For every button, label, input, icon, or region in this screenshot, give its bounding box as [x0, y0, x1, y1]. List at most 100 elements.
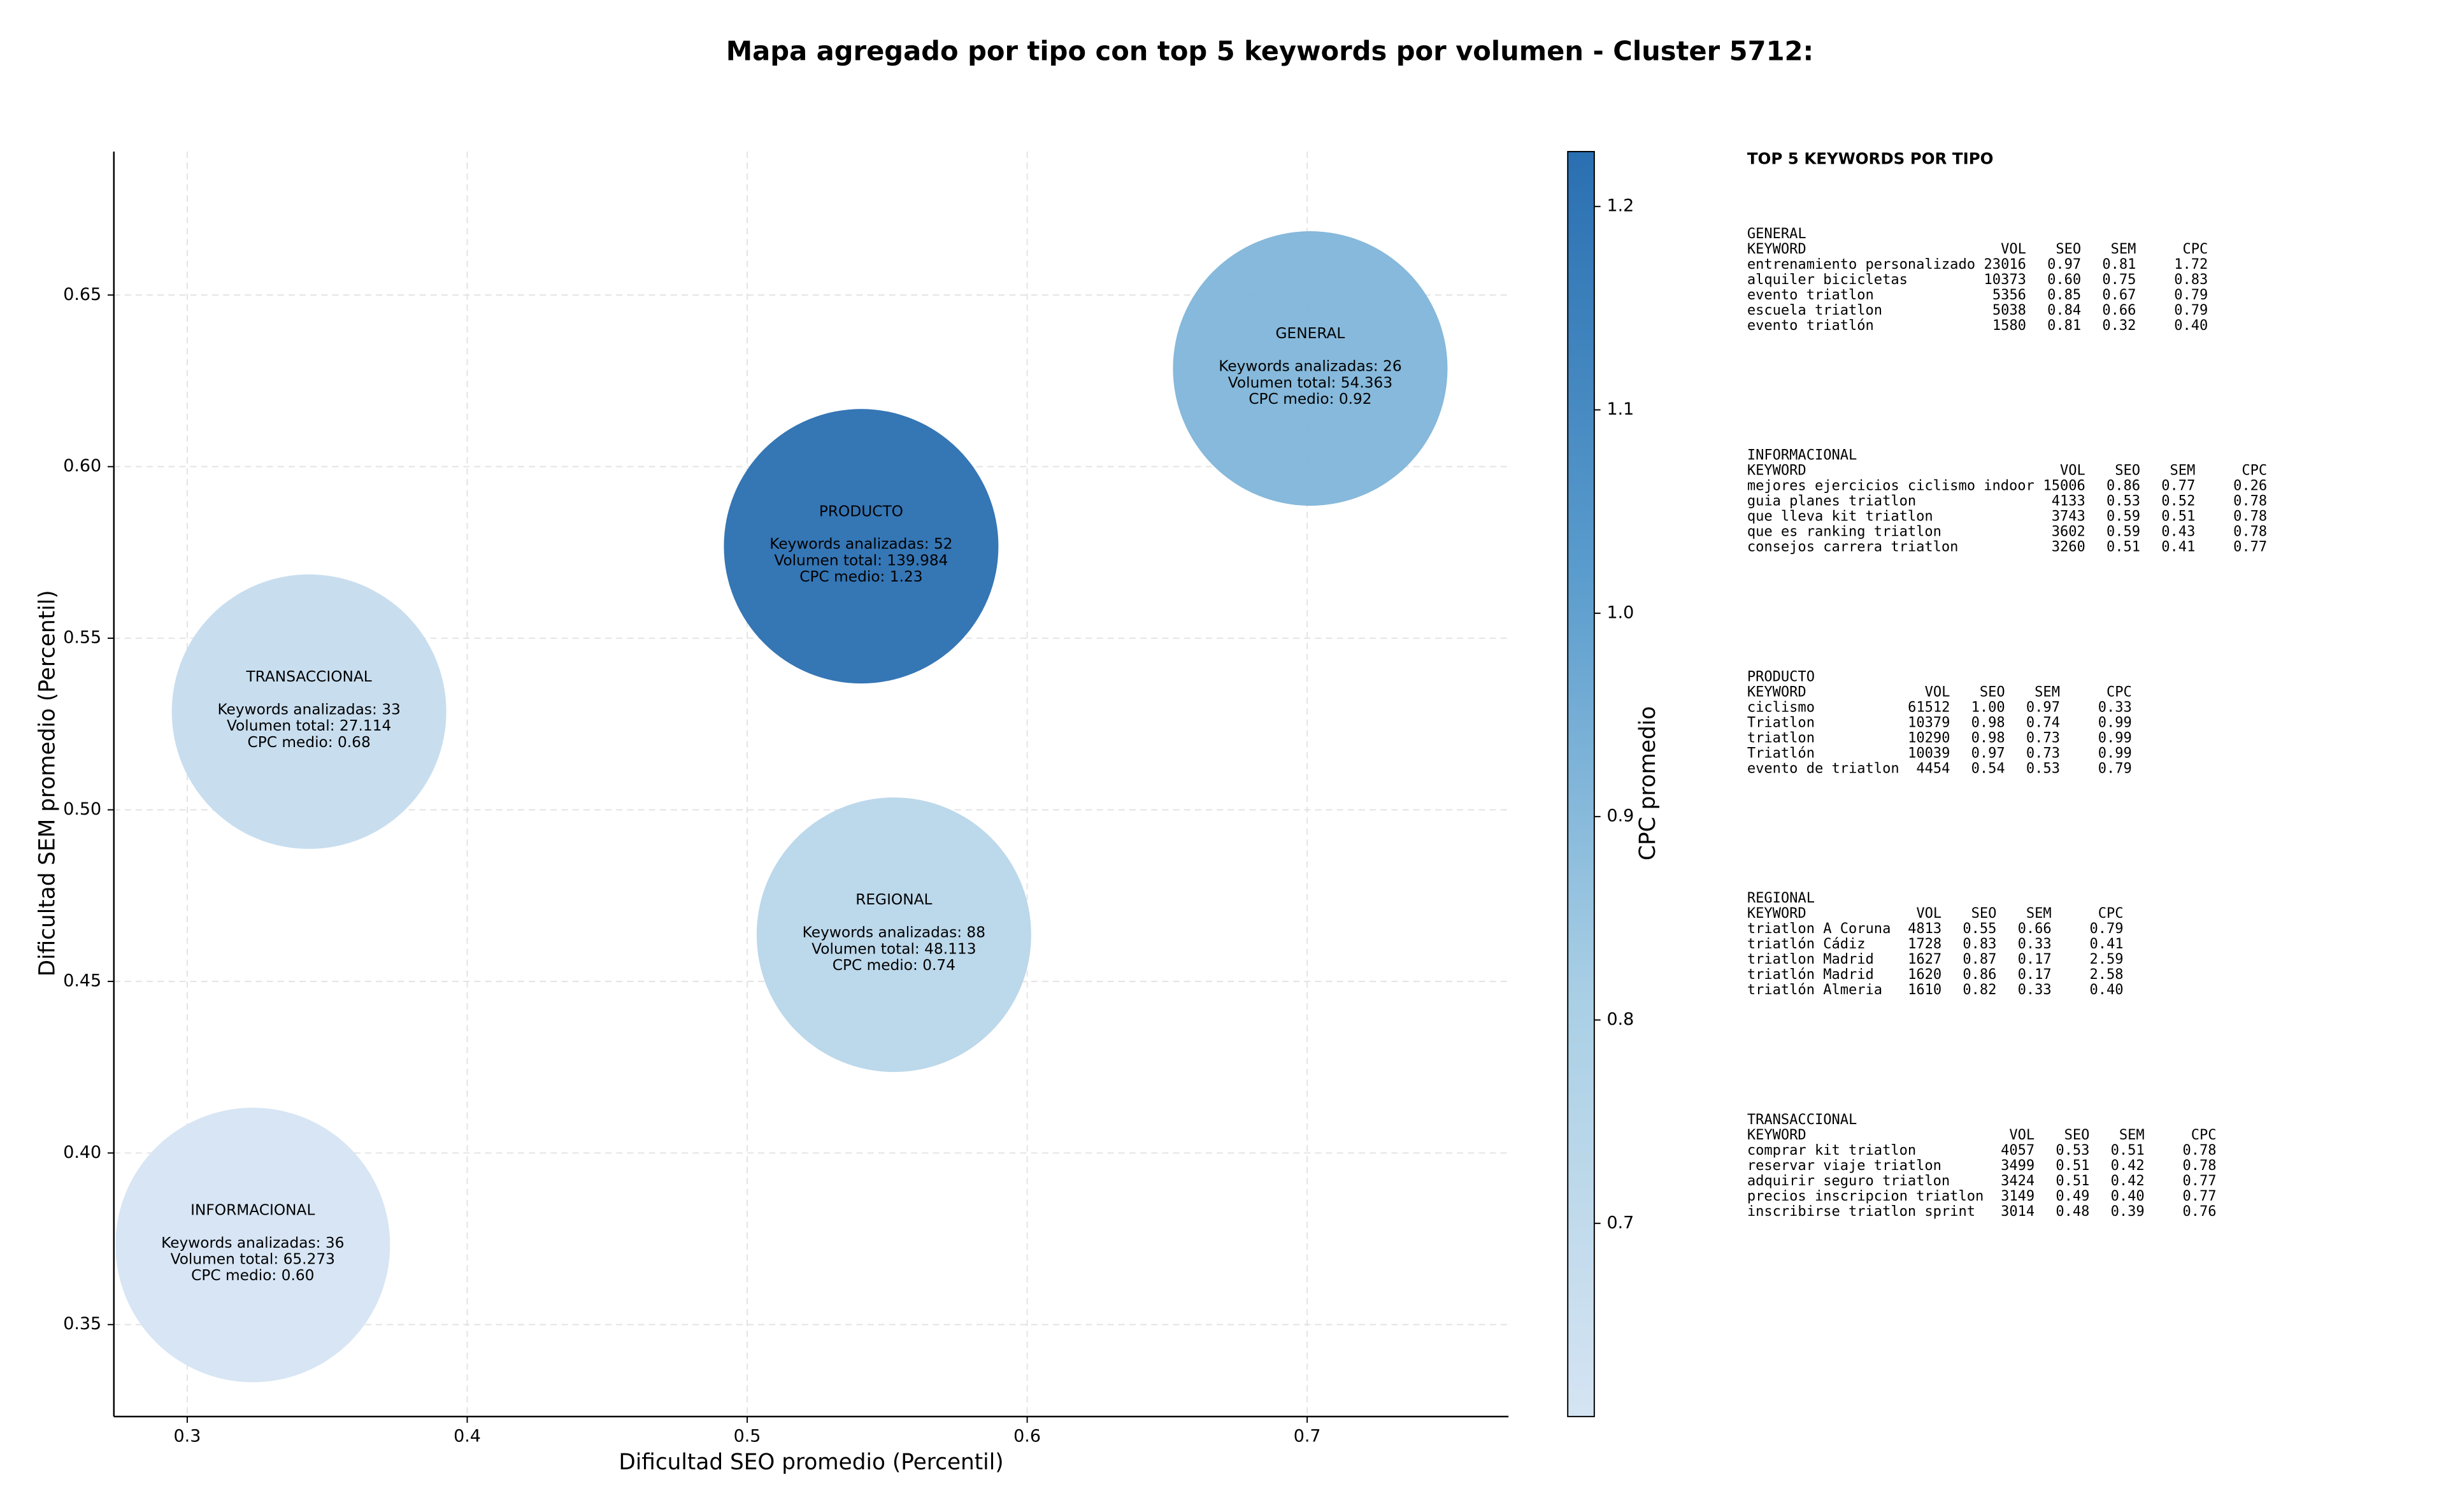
table-cell: 0.39 — [2111, 1204, 2145, 1220]
table-cell: 0.81 — [2102, 257, 2136, 273]
column-header: CPC — [2106, 684, 2132, 700]
y-tick-label: 0.40 — [63, 1143, 101, 1162]
table-cell: 0.59 — [2106, 509, 2140, 525]
x-tick-label: 0.4 — [454, 1426, 481, 1446]
bubble-annotation: Keywords analizadas: 26 — [1219, 358, 1401, 375]
column-header: SEM — [2111, 241, 2136, 257]
table-cell: 0.75 — [2102, 272, 2136, 288]
table-cell: entrenamiento personalizado — [1747, 257, 1975, 273]
table-cell: 0.97 — [2026, 699, 2060, 715]
bubble — [1173, 231, 1448, 506]
bubble-annotation: Volumen total: 65.273 — [171, 1250, 335, 1267]
table-cell: 0.54 — [1971, 760, 2005, 776]
table-cell: 2.58 — [2089, 967, 2123, 983]
bubble-annotation: CPC medio: 1.23 — [799, 568, 922, 585]
table-cell: 3602 — [2052, 524, 2085, 540]
column-header: VOL — [1916, 906, 1942, 922]
table-cell: 0.26 — [2233, 478, 2267, 494]
table-cell: consejos carrera triatlon — [1747, 539, 1959, 555]
table-cell: 0.32 — [2102, 318, 2136, 334]
colorbar-tick-label: 0.8 — [1606, 1009, 1634, 1029]
y-tick-label: 0.45 — [63, 971, 101, 990]
bubble — [115, 1108, 390, 1383]
table-cell: 0.99 — [2098, 715, 2132, 731]
table-cell: 0.82 — [1963, 982, 1996, 998]
table-cell: 0.42 — [2111, 1158, 2145, 1174]
y-tick-label: 0.60 — [63, 456, 101, 476]
table-cell: alquiler bicicletas — [1747, 272, 1908, 288]
table-cell: 0.51 — [2161, 509, 2195, 525]
column-header: VOL — [2009, 1127, 2035, 1143]
table-cell: 0.55 — [1963, 921, 1996, 937]
table-cell: 0.73 — [2026, 745, 2060, 761]
table-cell: 0.77 — [2182, 1173, 2216, 1189]
table-cell: 0.33 — [2098, 699, 2132, 715]
section-title: GENERAL — [1747, 226, 1806, 242]
table-cell: 1728 — [1908, 936, 1942, 952]
bubble — [724, 409, 999, 684]
table-cell: mejores ejercicios ciclismo indoor — [1747, 478, 2035, 494]
table-cell: 0.98 — [1971, 715, 2005, 731]
table-cell: 0.17 — [2018, 967, 2052, 983]
column-header: VOL — [2001, 241, 2026, 257]
table-cell: guia planes triatlon — [1747, 494, 1916, 510]
table-cell: 0.66 — [2102, 303, 2136, 318]
bubble-annotation: Volumen total: 27.114 — [227, 717, 391, 734]
colorbar-tick-label: 0.9 — [1606, 806, 1634, 826]
bubble-annotation: CPC medio: 0.92 — [1248, 390, 1371, 408]
table-cell: 0.49 — [2056, 1188, 2089, 1204]
section-title: INFORMACIONAL — [1747, 448, 1857, 464]
x-tick-label: 0.6 — [1013, 1426, 1041, 1446]
table-cell: adquirir seguro triatlon — [1747, 1173, 1950, 1189]
table-cell: 0.84 — [2047, 303, 2081, 318]
table-cell: evento triatlon — [1747, 287, 1874, 303]
table-cell: 0.33 — [2018, 982, 2052, 998]
table-cell: 0.43 — [2161, 524, 2195, 540]
table-cell: 0.51 — [2056, 1158, 2089, 1174]
column-header: KEYWORD — [1747, 463, 1806, 479]
table-cell: 4813 — [1908, 921, 1942, 937]
table-cell: 3424 — [2001, 1173, 2035, 1189]
table-cell: 0.53 — [2106, 494, 2140, 510]
table-cell: 0.79 — [2174, 287, 2208, 303]
table-cell: 23016 — [1984, 257, 2026, 273]
y-axis-label: Dificultad SEM promedio (Percentil) — [34, 590, 60, 976]
table-cell: 0.51 — [2056, 1173, 2089, 1189]
table-cell: 0.40 — [2174, 318, 2208, 334]
table-cell: 0.74 — [2026, 715, 2060, 731]
column-header: CPC — [2242, 463, 2267, 479]
table-cell: Triatlón — [1747, 745, 1815, 761]
table-cell: 0.51 — [2111, 1143, 2145, 1159]
table-cell: 0.40 — [2111, 1188, 2145, 1204]
table-cell: 0.60 — [2047, 272, 2081, 288]
table-cell: 0.73 — [2026, 730, 2060, 746]
column-header: SEO — [2064, 1127, 2090, 1143]
table-cell: 0.79 — [2174, 303, 2208, 318]
section-title: TRANSACCIONAL — [1747, 1112, 1857, 1128]
bubble-annotation: Keywords analizadas: 52 — [769, 536, 952, 553]
table-cell: 0.66 — [2018, 921, 2052, 937]
table-cell: 10379 — [1908, 715, 1950, 731]
colorbar-tick-label: 1.0 — [1606, 603, 1634, 622]
table-cell: ciclismo — [1747, 699, 1815, 715]
table-cell: 3499 — [2001, 1158, 2035, 1174]
table-cell: triatlón Almeria — [1747, 982, 1882, 998]
column-header: SEM — [2026, 906, 2052, 922]
table-cell: 0.48 — [2056, 1204, 2089, 1220]
section-title: REGIONAL — [1747, 890, 1815, 906]
column-header: CPC — [2191, 1127, 2217, 1143]
column-header: SEM — [2035, 684, 2060, 700]
table-cell: 0.17 — [2018, 952, 2052, 967]
x-tick-label: 0.5 — [734, 1426, 761, 1446]
colorbar-tick-label: 1.2 — [1606, 196, 1634, 216]
table-cell: 10039 — [1908, 745, 1950, 761]
section-title: PRODUCTO — [1747, 669, 1815, 685]
bubble-label: PRODUCTO — [819, 503, 903, 520]
x-tick-label: 0.7 — [1294, 1426, 1321, 1446]
table-cell: 0.53 — [2056, 1143, 2089, 1159]
column-header: KEYWORD — [1747, 1127, 1806, 1143]
table-cell: 0.52 — [2161, 494, 2195, 510]
table-cell: 0.77 — [2161, 478, 2195, 494]
column-header: SEO — [2115, 463, 2140, 479]
table-cell: 0.97 — [1971, 745, 2005, 761]
